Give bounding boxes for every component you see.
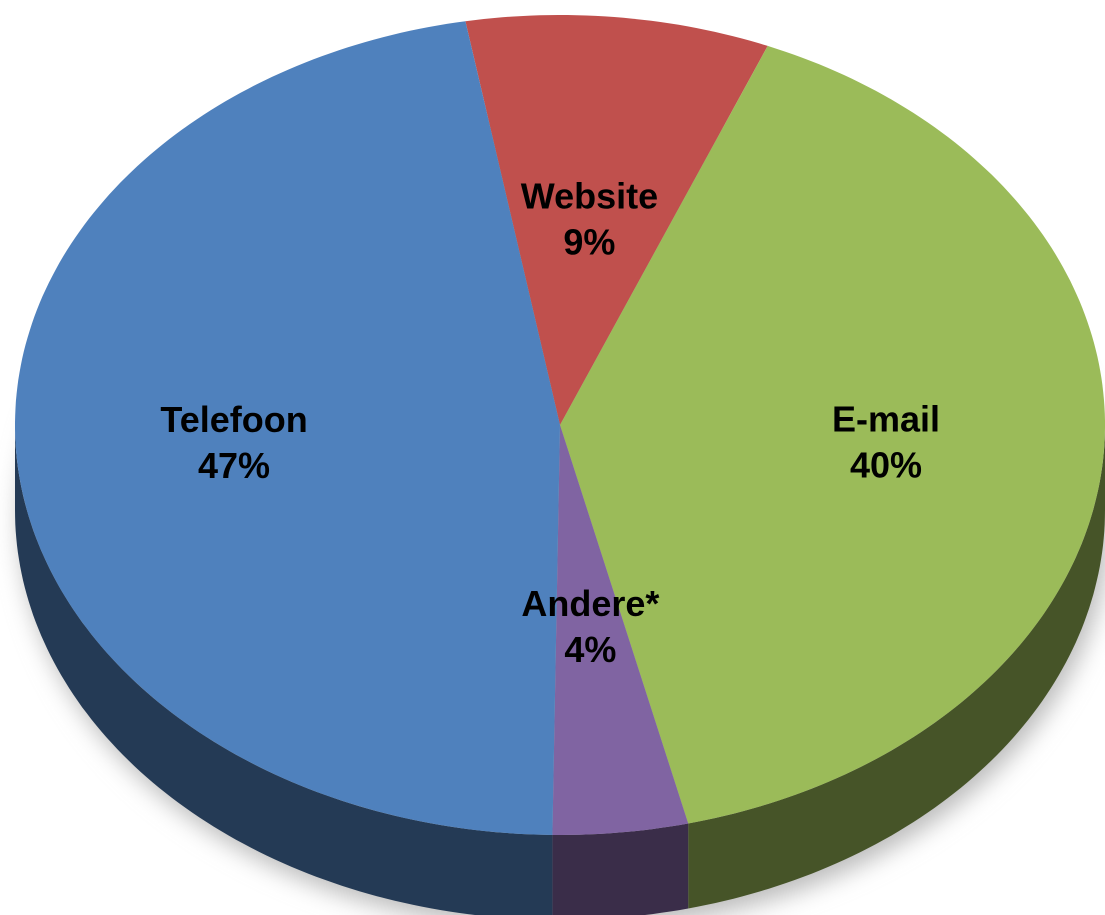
slice-label: E-mail: [832, 398, 940, 439]
slice: [465, 15, 768, 425]
slice-label: Andere*: [521, 583, 659, 624]
slice-value-label: 47%: [198, 445, 270, 486]
slice-value-label: 40%: [850, 444, 922, 485]
slice-side: [688, 425, 1105, 909]
slice-label: Telefoon: [160, 399, 307, 440]
slice-label: Website: [521, 176, 658, 217]
slice: [552, 425, 689, 835]
slice-side: [552, 823, 689, 915]
slice: [560, 45, 1105, 824]
slice: [15, 21, 560, 835]
slice-value-label: 9%: [563, 222, 615, 263]
slice-side: [15, 425, 553, 915]
slice-value-label: 4%: [564, 629, 616, 670]
